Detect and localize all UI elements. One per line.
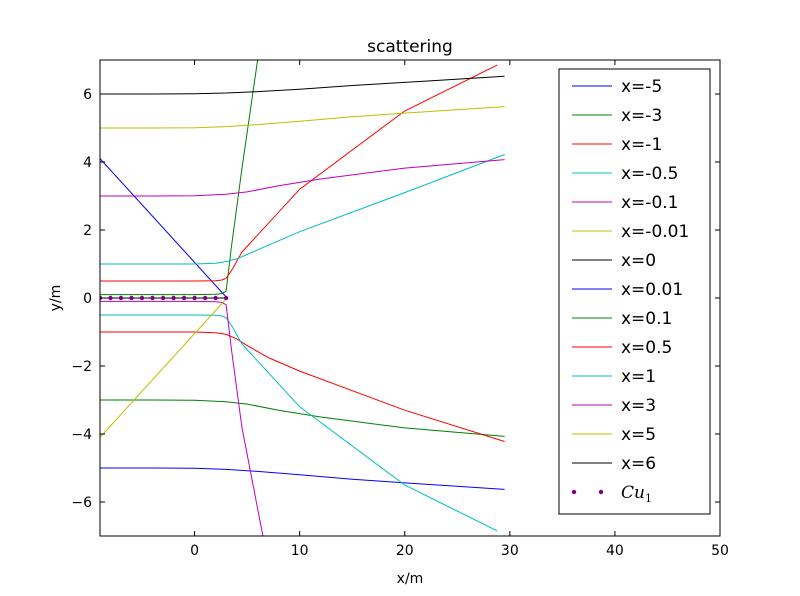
- legend-entry: x=1: [621, 367, 656, 387]
- series-layer: [100, 60, 505, 536]
- x-axis-label: x/m: [397, 571, 424, 587]
- cu-marker-point: [202, 295, 208, 301]
- cu-marker-point: [223, 295, 229, 301]
- y-tick-label: 2: [83, 223, 92, 239]
- series-line-12: [100, 298, 227, 438]
- y-tick-label: −4: [71, 427, 92, 443]
- x-tick-label: 10: [291, 543, 309, 559]
- x-tick-label: 30: [501, 543, 519, 559]
- series-line-2: [100, 64, 498, 282]
- x-tick-label: 0: [190, 543, 199, 559]
- marker-layer: [100, 295, 229, 301]
- legend-entry: x=-1: [621, 135, 662, 155]
- legend-entry: x=-5: [621, 77, 662, 97]
- series-line-1: [100, 60, 259, 296]
- y-tick-label: 0: [83, 291, 92, 307]
- x-tick-label: 20: [396, 543, 414, 559]
- x-tick-label: 50: [711, 543, 729, 559]
- y-tick-label: −2: [71, 359, 92, 375]
- legend-entry: x=6: [621, 454, 656, 474]
- legend: x=-5 x=-3 x=-1 x=-0.5 x=-0.1 x=-0.01 x=0 x=0.01…: [558, 68, 711, 515]
- plot-frame: [99, 59, 721, 537]
- cu-marker-point: [150, 295, 155, 301]
- series-line-3: [100, 154, 505, 265]
- legend-box: [558, 68, 711, 515]
- cu-marker-point: [192, 295, 197, 301]
- legend-marker-dot: [598, 489, 604, 495]
- legend-entry: x=-0.01: [621, 222, 689, 242]
- ticks-layer: 0 10 20 30 40 50 −6 −4 −2 0 2 4 6: [71, 60, 729, 559]
- series-line-8: [100, 399, 505, 437]
- cu-marker-point: [171, 295, 176, 301]
- series-line-11: [100, 300, 264, 536]
- cu-marker-point: [129, 295, 134, 301]
- y-tick-label: −6: [71, 495, 92, 511]
- series-line-9: [100, 331, 505, 442]
- legend-entry: x=3: [621, 396, 656, 416]
- x-tick-label: 40: [606, 543, 624, 559]
- y-tick-label: 4: [83, 155, 92, 171]
- legend-entry: x=0.01: [621, 280, 683, 300]
- legend-entry: x=-0.1: [621, 193, 678, 213]
- legend-entry: x=0.1: [621, 309, 672, 329]
- series-line-4: [100, 159, 505, 197]
- chart-title: scattering: [367, 37, 453, 57]
- legend-entry: x=0.5: [621, 338, 672, 358]
- legend-entry-cu1: Cu1: [621, 483, 652, 505]
- legend-entry: x=-3: [621, 106, 662, 126]
- y-axis-label: y/m: [48, 285, 64, 312]
- cu-marker-point: [118, 295, 124, 301]
- legend-marker-dot: [571, 489, 577, 495]
- series-line-0: [100, 158, 227, 298]
- y-tick-label: 6: [83, 87, 92, 103]
- legend-entry: x=0: [621, 251, 656, 271]
- series-line-5: [100, 106, 505, 129]
- legend-entry: x=5: [621, 425, 656, 445]
- cu-marker-point: [213, 295, 218, 301]
- series-line-6: [100, 75, 505, 95]
- legend-entry: x=-0.5: [621, 164, 678, 184]
- cu-marker-point: [160, 295, 166, 301]
- cu-marker-point: [181, 295, 187, 301]
- cu-marker-point: [139, 295, 145, 301]
- series-line-10: [100, 314, 498, 532]
- cu-marker-point: [108, 295, 113, 301]
